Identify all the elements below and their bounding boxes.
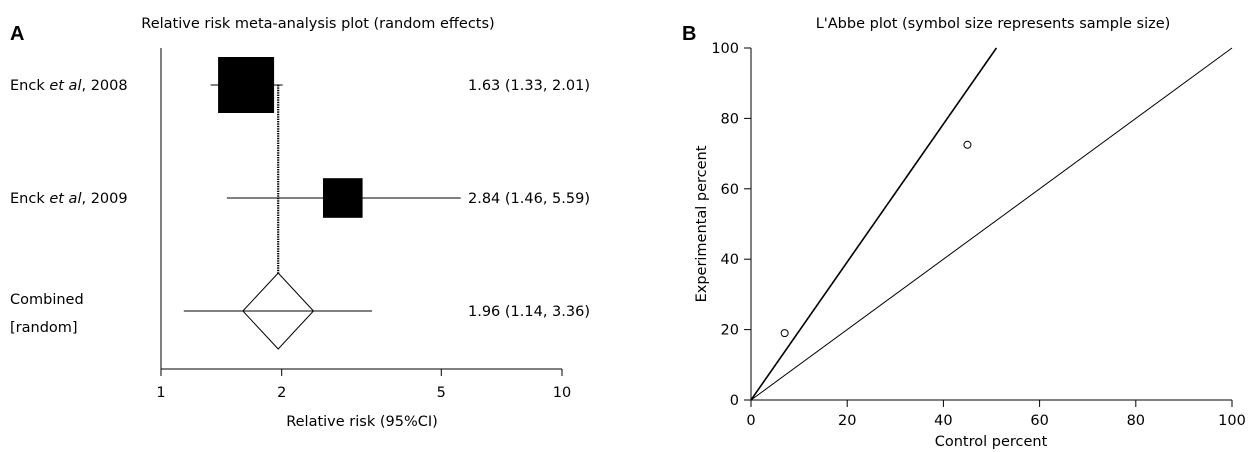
combined-label-line2: [random] <box>10 320 78 336</box>
labbe-x-tick-label: 100 <box>1218 413 1246 429</box>
forest-x-tick-label: 5 <box>437 385 446 401</box>
labbe-x-tick-label: 20 <box>838 413 856 429</box>
labbe-x-tick-label: 80 <box>1127 413 1145 429</box>
labbe-y-axis-label: Experimental percent <box>694 145 710 302</box>
labbe-y-tick-label: 80 <box>721 111 739 127</box>
labbe-line-equality <box>750 47 1233 401</box>
study-label: Enck et al, 2008 <box>10 78 128 94</box>
study-estimate-square <box>218 57 275 113</box>
labbe-y-tick-label: 40 <box>721 252 739 268</box>
labbe-y-tick-label: 60 <box>721 182 739 198</box>
study-label: Enck et al, 2009 <box>10 191 128 207</box>
labbe-y-tick-label: 100 <box>711 41 739 57</box>
forest-plot-panel: A Relative risk meta-analysis plot (rand… <box>10 16 590 430</box>
forest-x-tick-label: 2 <box>277 385 286 401</box>
labbe-ticks: 0 20 40 60 80 100 0 20 40 60 80 100 <box>711 41 1246 429</box>
labbe-x-tick-label: 60 <box>1030 413 1048 429</box>
forest-plot-title: Relative risk meta-analysis plot (random… <box>141 16 494 32</box>
study-estimate-text: 2.84 (1.46, 5.59) <box>468 191 590 207</box>
labbe-point <box>780 329 789 338</box>
forest-marks: Enck et al, 2008 1.63 (1.33, 2.01) Enck et… <box>10 57 590 350</box>
study-estimate-text: 1.63 (1.33, 2.01) <box>468 78 590 94</box>
combined-label-line1: Combined <box>10 292 84 308</box>
study-estimate-square <box>322 178 363 218</box>
labbe-plot-title: L'Abbe plot (symbol size represents samp… <box>816 16 1171 32</box>
labbe-marks <box>750 47 1233 401</box>
forest-x-ticks: 1 2 5 10 <box>156 369 571 401</box>
labbe-x-axis-label: Control percent <box>935 434 1048 450</box>
labbe-y-tick-label: 20 <box>721 323 739 339</box>
panel-letter-b: B <box>682 23 696 45</box>
forest-x-axis-label: Relative risk (95%CI) <box>286 414 438 430</box>
forest-x-tick-label: 1 <box>156 385 165 401</box>
combined-estimate-text: 1.96 (1.14, 3.36) <box>468 304 590 320</box>
panel-letter-a: A <box>10 23 24 45</box>
labbe-plot-panel: B L'Abbe plot (symbol size represents sa… <box>682 16 1246 450</box>
combined-estimate-diamond <box>242 272 315 350</box>
forest-x-tick-label: 10 <box>553 385 571 401</box>
labbe-point <box>963 140 972 149</box>
labbe-y-tick-label: 0 <box>730 393 739 409</box>
labbe-x-tick-label: 40 <box>934 413 952 429</box>
labbe-line-pooled-RR <box>750 47 998 401</box>
labbe-x-tick-label: 0 <box>746 413 755 429</box>
